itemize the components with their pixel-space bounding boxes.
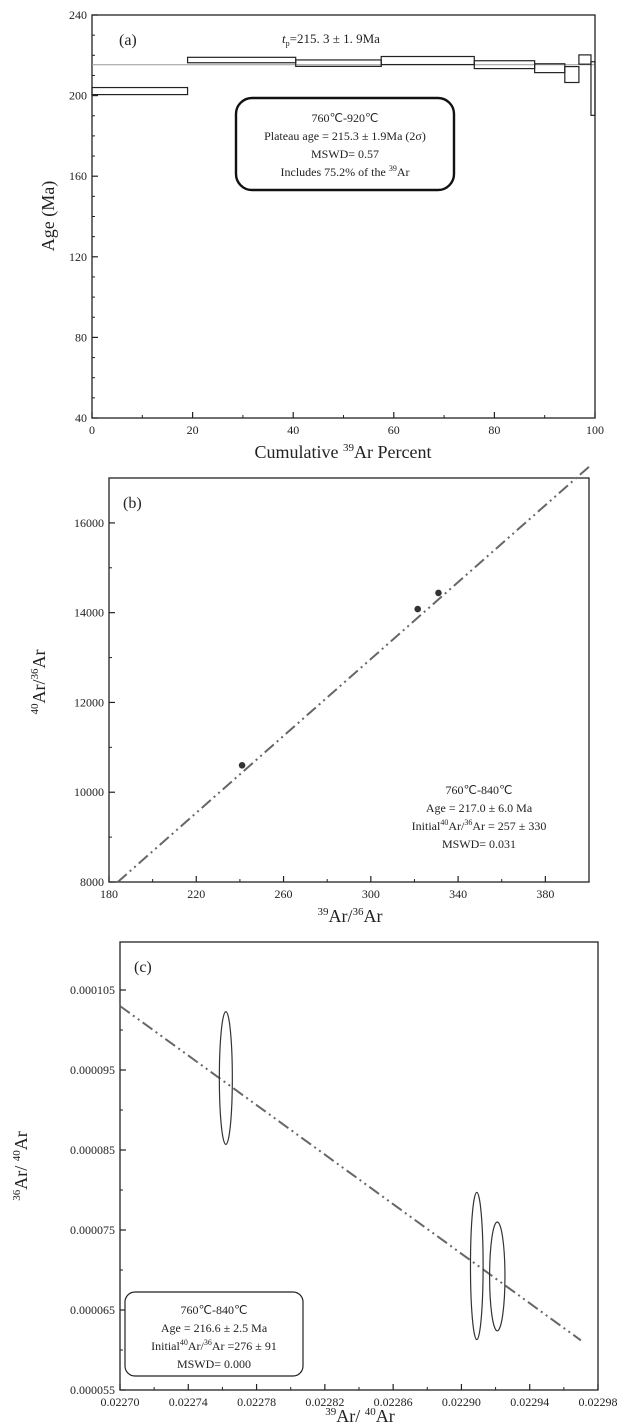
x-tick-label: 100 bbox=[586, 423, 604, 437]
panel-c: 0.000055 0.000065 0.000075 0.000085 0.000095… bbox=[11, 941, 618, 1426]
data-point bbox=[435, 589, 442, 597]
panel-a-frame bbox=[91, 14, 596, 419]
y-tick-label: 40 bbox=[75, 411, 87, 425]
panel-c-annotation-line1: 760℃-840℃ bbox=[181, 1303, 248, 1317]
panel-c-annotation-box bbox=[124, 1291, 304, 1377]
y-tick-label: 0.000065 bbox=[70, 1303, 115, 1317]
y-tick-label: 80 bbox=[75, 330, 87, 344]
panel-b: 8000 10000 12000 14000 16000 180 220 260 300 340… bbox=[29, 466, 590, 926]
panel-c-annotation-line4: MSWD= 0.000 bbox=[177, 1357, 251, 1371]
x-tick-label: 220 bbox=[187, 887, 205, 901]
x-tick-label: 380 bbox=[536, 887, 554, 901]
panel-a: 40 80 120 160 200 240 0 20 40 60 80 100 (a) tp=215… bbox=[38, 8, 604, 462]
age-step-box bbox=[186, 56, 297, 64]
x-tick-label: 60 bbox=[388, 423, 400, 437]
y-tick-label: 12000 bbox=[74, 695, 104, 709]
y-tick-label: 0.000095 bbox=[70, 1063, 115, 1077]
age-step-box bbox=[91, 86, 189, 96]
panel-b-annotation-line4: MSWD= 0.031 bbox=[442, 837, 516, 851]
panel-a-plateau-label: tp=215. 3 ± 1. 9Ma bbox=[282, 31, 380, 48]
panel-c-y-ticks: 0.000055 0.000065 0.000075 0.000085 0.000095… bbox=[70, 983, 126, 1397]
x-tick-label: 0.02274 bbox=[169, 1395, 208, 1409]
age-step-box bbox=[564, 65, 580, 84]
panel-a-x-ticks: 0 20 40 60 80 100 bbox=[89, 412, 604, 437]
age-step-box bbox=[380, 55, 475, 66]
panel-a-label: (a) bbox=[119, 32, 137, 49]
x-tick-label: 0.02270 bbox=[101, 1395, 140, 1409]
panel-a-annotation-box bbox=[234, 96, 456, 192]
x-tick-label: 0.02278 bbox=[237, 1395, 276, 1409]
y-tick-label: 0.000105 bbox=[70, 983, 115, 997]
panel-b-fit-line bbox=[117, 466, 590, 883]
age-step-box bbox=[578, 54, 592, 65]
data-point bbox=[238, 761, 246, 769]
x-tick-label: 0.02286 bbox=[374, 1395, 413, 1409]
y-tick-label: 200 bbox=[69, 89, 87, 103]
panel-b-x-ticks: 180 220 260 300 340 380 bbox=[100, 876, 554, 901]
x-tick-label: 0.02290 bbox=[442, 1395, 481, 1409]
y-tick-label: 14000 bbox=[74, 606, 104, 620]
panel-a-y-ticks: 40 80 120 160 200 240 bbox=[69, 8, 98, 425]
x-tick-label: 0 bbox=[89, 423, 95, 437]
x-tick-label: 0.02298 bbox=[579, 1395, 618, 1409]
panel-c-label: (c) bbox=[134, 959, 152, 976]
panel-a-annotation-line1: 760℃-920℃ bbox=[312, 111, 379, 125]
panel-a-x-axis-label: Cumulative 39Ar Percent bbox=[255, 442, 432, 462]
y-tick-label: 0.000075 bbox=[70, 1223, 115, 1237]
error-ellipse bbox=[469, 1191, 484, 1341]
x-tick-label: 180 bbox=[100, 887, 118, 901]
y-tick-label: 0.000055 bbox=[70, 1383, 115, 1397]
panel-c-annotation-line3: Initial40Ar/36Ar =276 ± 91 bbox=[151, 1338, 277, 1353]
x-tick-label: 0.02294 bbox=[510, 1395, 549, 1409]
y-tick-label: 16000 bbox=[74, 516, 104, 530]
age-step-box bbox=[590, 61, 596, 116]
x-tick-label: 300 bbox=[362, 887, 380, 901]
panel-b-annotation-line2: Age = 217.0 ± 6.0 Ma bbox=[426, 801, 533, 815]
age-step-box bbox=[295, 59, 382, 67]
panel-a-steps bbox=[91, 54, 596, 116]
y-tick-label: 10000 bbox=[74, 785, 104, 799]
panel-b-frame bbox=[108, 477, 590, 883]
data-point bbox=[414, 605, 422, 613]
panel-c-ellipses bbox=[218, 1010, 506, 1341]
panel-c-y-axis-label: 36Ar/ 40Ar bbox=[11, 1131, 31, 1201]
error-ellipse bbox=[488, 1221, 506, 1332]
panel-b-label: (b) bbox=[123, 495, 142, 512]
panel-a-annotation-line4: Includes 75.2% of the 39Ar bbox=[281, 164, 410, 179]
panel-c-annotation-line2: Age = 216.6 ± 2.5 Ma bbox=[161, 1321, 268, 1335]
panel-a-annotation-line3: MSWD= 0.57 bbox=[311, 147, 379, 161]
y-tick-label: 240 bbox=[69, 8, 87, 22]
x-tick-label: 340 bbox=[449, 887, 467, 901]
panel-c-x-ticks: 0.02270 0.02274 0.02278 0.02282 0.02286 0.022… bbox=[101, 1384, 618, 1409]
y-tick-label: 160 bbox=[69, 169, 87, 183]
x-tick-label: 260 bbox=[275, 887, 293, 901]
panel-b-y-axis-label: 40Ar/36Ar bbox=[29, 650, 49, 715]
panel-b-x-axis-label: 39Ar/36Ar bbox=[318, 906, 383, 926]
panel-b-annotation-line3: Initial40Ar/36Ar = 257 ± 330 bbox=[412, 818, 547, 833]
y-tick-label: 0.000085 bbox=[70, 1143, 115, 1157]
x-tick-label: 40 bbox=[287, 423, 299, 437]
panel-b-points bbox=[238, 589, 442, 769]
error-ellipse bbox=[218, 1010, 233, 1145]
y-tick-label: 8000 bbox=[80, 875, 104, 889]
x-tick-label: 0.02282 bbox=[305, 1395, 344, 1409]
x-tick-label: 20 bbox=[187, 423, 199, 437]
panel-b-y-ticks: 8000 10000 12000 14000 16000 bbox=[74, 516, 115, 889]
panel-a-y-axis-label: Age (Ma) bbox=[38, 181, 59, 251]
panel-c-fit-line bbox=[119, 1005, 582, 1342]
panel-a-annotation-line2: Plateau age = 215.3 ± 1.9Ma (2σ) bbox=[264, 129, 426, 143]
panel-b-annotation-line1: 760℃-840℃ bbox=[446, 783, 513, 797]
x-tick-label: 80 bbox=[488, 423, 500, 437]
y-tick-label: 120 bbox=[69, 250, 87, 264]
panel-c-x-axis-label: 39Ar/ 40Ar bbox=[325, 1406, 395, 1426]
